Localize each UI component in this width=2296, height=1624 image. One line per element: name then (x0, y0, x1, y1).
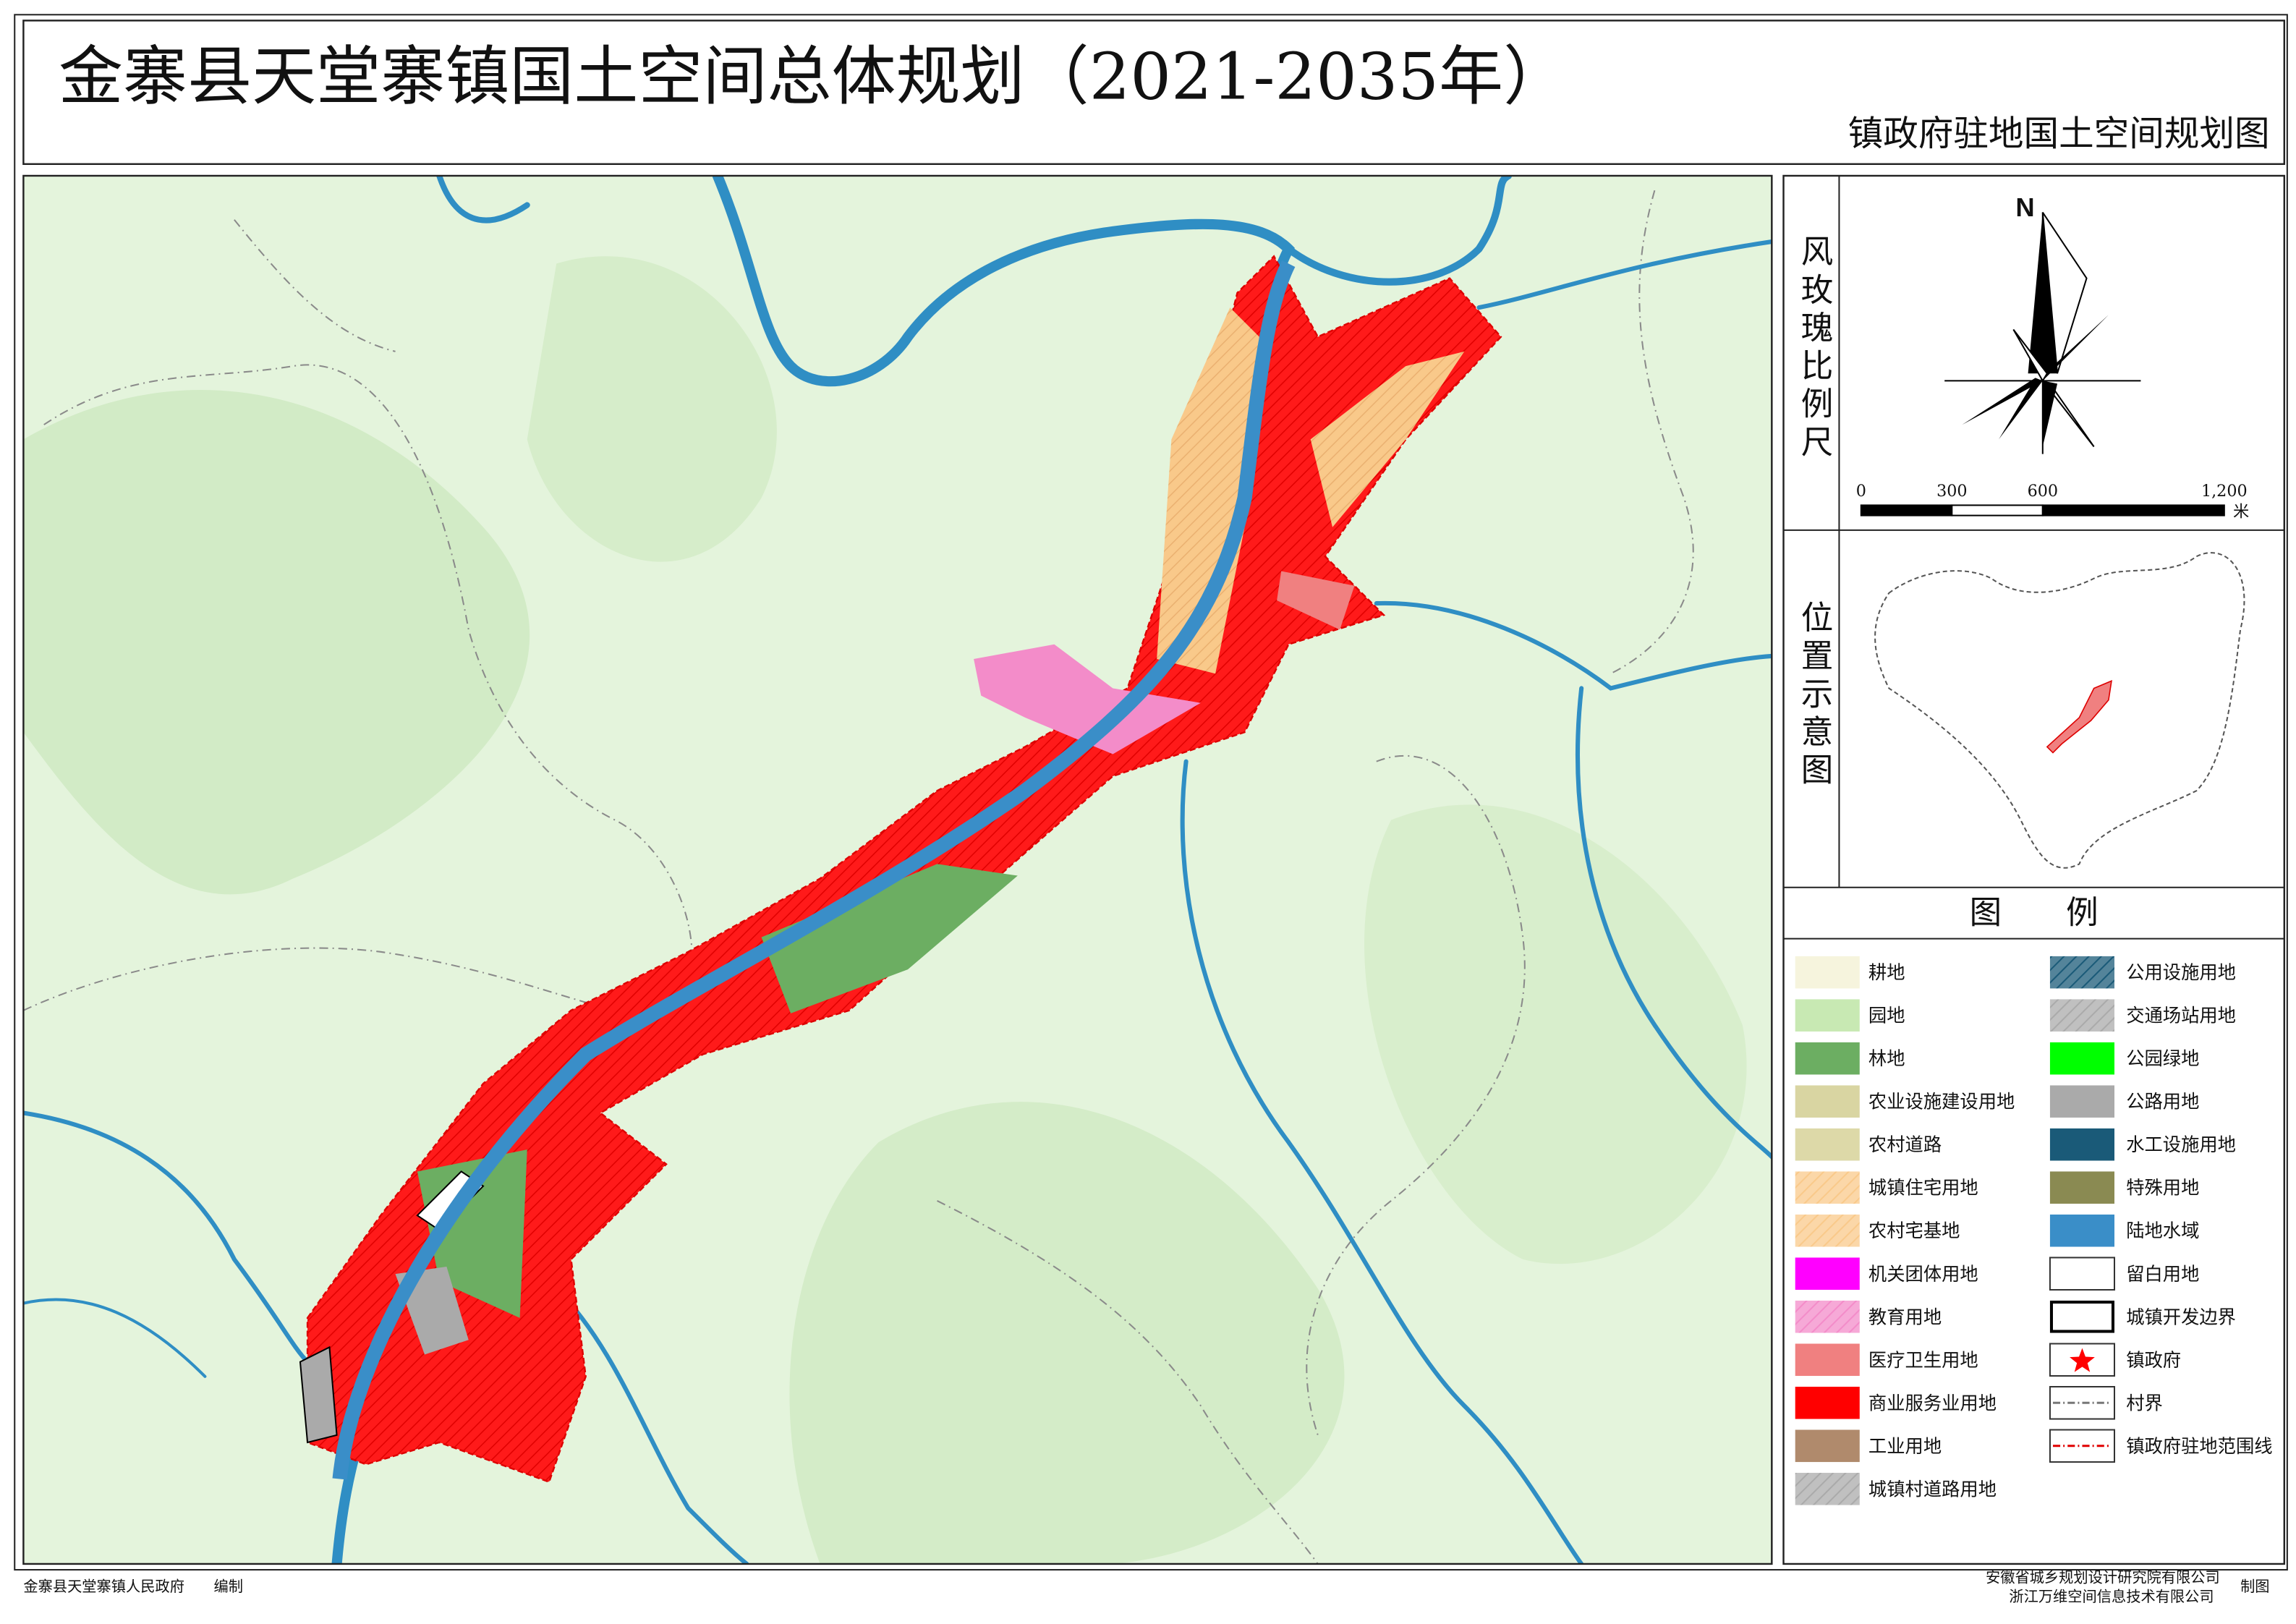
legend-label: 公用设施用地 (2126, 962, 2236, 983)
legend-label: 陆地水域 (2126, 1220, 2199, 1241)
legend: 耕地园地林地农业设施建设用地农村道路城镇住宅用地农村宅基地机关团体用地教育用地医… (1795, 956, 2273, 1505)
legend-label: 农村道路 (1868, 1134, 1942, 1155)
footer-left-suffix: 编制 (214, 1578, 243, 1595)
legend-label: 医疗卫生用地 (1868, 1350, 1978, 1371)
legend-swatch (1795, 1085, 1860, 1118)
legend-swatch (1795, 999, 1860, 1032)
legend-label: 留白用地 (2126, 1264, 2199, 1285)
scale-segment (2041, 504, 2225, 516)
river-channel (332, 260, 1296, 1480)
footer-right: 浙江万维空间信息技术有限公司 (2009, 1588, 2214, 1605)
scale-segment (1860, 504, 1953, 516)
legend-swatch (2049, 1171, 2114, 1204)
legend-swatch (1795, 956, 1860, 989)
medical-area (1277, 571, 1355, 630)
legend-swatch (1795, 1042, 1860, 1075)
road-area (299, 1345, 338, 1444)
legend-label: 公路用地 (2126, 1092, 2199, 1113)
legend-label: 镇政府驻地范围线 (2126, 1436, 2272, 1457)
scale-segment (1951, 504, 2044, 516)
wind-rose-label: 风玫瑰比例尺 (1795, 234, 1832, 463)
outer-frame (14, 14, 2288, 1571)
wind-rose (1944, 212, 2141, 454)
title: 金寨县天堂寨镇国土空间总体规划（2021-2035年） (59, 40, 1568, 115)
footer-right-suffix: 制图 (2240, 1578, 2269, 1595)
map-frame (22, 174, 1773, 1565)
legend-star (2070, 1348, 2095, 1372)
header-box (22, 20, 2286, 165)
legend-swatch (2049, 999, 2114, 1032)
legend-label: 商业服务业用地 (1868, 1393, 1997, 1413)
scale-label: 600 (2028, 482, 2058, 501)
legend-label: 耕地 (1868, 962, 1905, 983)
legend-swatch (2049, 1300, 2114, 1333)
township-outline (1874, 552, 2245, 869)
legend-swatch (1795, 1343, 1860, 1377)
legend-swatch (1795, 1171, 1860, 1204)
legend-swatch (1795, 1128, 1860, 1161)
forest-area (761, 864, 1018, 1013)
terrain-shade (527, 256, 777, 562)
legend-label: 公园绿地 (2126, 1048, 2199, 1069)
residential-area (1310, 351, 1465, 527)
legend-swatch (2049, 1257, 2116, 1291)
terrain-shade (1364, 804, 1747, 1264)
subtitle: 镇政府驻地国土空间规划图 (1848, 114, 2270, 154)
footer-right: 安徽省城乡规划设计研究院有限公司 (1986, 1569, 2220, 1586)
legend-swatch (2049, 956, 2114, 989)
legend-swatch (1795, 1387, 1860, 1419)
legend-label: 城镇村道路用地 (1868, 1479, 1997, 1500)
legend-swatch (1795, 1473, 1860, 1505)
footer-left: 金寨县天堂寨镇人民政府 (23, 1578, 184, 1595)
legend-label: 教育用地 (1868, 1306, 1942, 1327)
scale-label: 0 (1856, 482, 1866, 501)
map (23, 175, 1772, 1564)
town-location (2046, 680, 2112, 754)
legend-swatch (2049, 1214, 2114, 1247)
scale-label: 1,200 (2201, 482, 2248, 501)
legend-label: 园地 (1868, 1006, 1905, 1026)
legend-label: 林地 (1868, 1048, 1905, 1069)
legend-swatch (2049, 1085, 2114, 1118)
legend-label: 水工设施用地 (2126, 1134, 2236, 1155)
side-frame (1782, 174, 2286, 1565)
legend-swatch (1795, 1214, 1860, 1247)
legend-label: 村界 (2126, 1393, 2163, 1413)
legend-swatch (1795, 1429, 1860, 1463)
legend-label: 农村宅基地 (1868, 1220, 1960, 1241)
legend-title: 图 例 (1970, 894, 2099, 932)
scale-bar: 0 300 600 1,200 米 (1856, 482, 2249, 521)
legend-label: 农业设施建设用地 (1868, 1092, 2015, 1113)
legend-label: 镇政府 (2126, 1350, 2181, 1371)
legend-label: 特殊用地 (2126, 1178, 2199, 1199)
legend-label: 城镇住宅用地 (1868, 1178, 1978, 1199)
terrain-shade (789, 1102, 1345, 1564)
terrain-shade (23, 390, 530, 895)
scale-unit: 米 (2233, 503, 2249, 522)
legend-label: 城镇开发边界 (2126, 1306, 2236, 1327)
legend-label: 交通场站用地 (2126, 1006, 2236, 1026)
legend-swatch (2049, 1042, 2114, 1075)
education-area (974, 644, 1201, 754)
legend-label: 机关团体用地 (1868, 1264, 1978, 1285)
legend-label: 工业用地 (1868, 1436, 1942, 1457)
legend-swatch (1795, 1300, 1860, 1333)
location-label: 位置示意图 (1795, 600, 1832, 791)
north-label: N (2015, 192, 2034, 222)
legend-swatch (2049, 1128, 2114, 1161)
scale-label: 300 (1936, 482, 1967, 501)
village-boundary (23, 190, 1694, 1564)
legend-swatch (1795, 1257, 1860, 1291)
